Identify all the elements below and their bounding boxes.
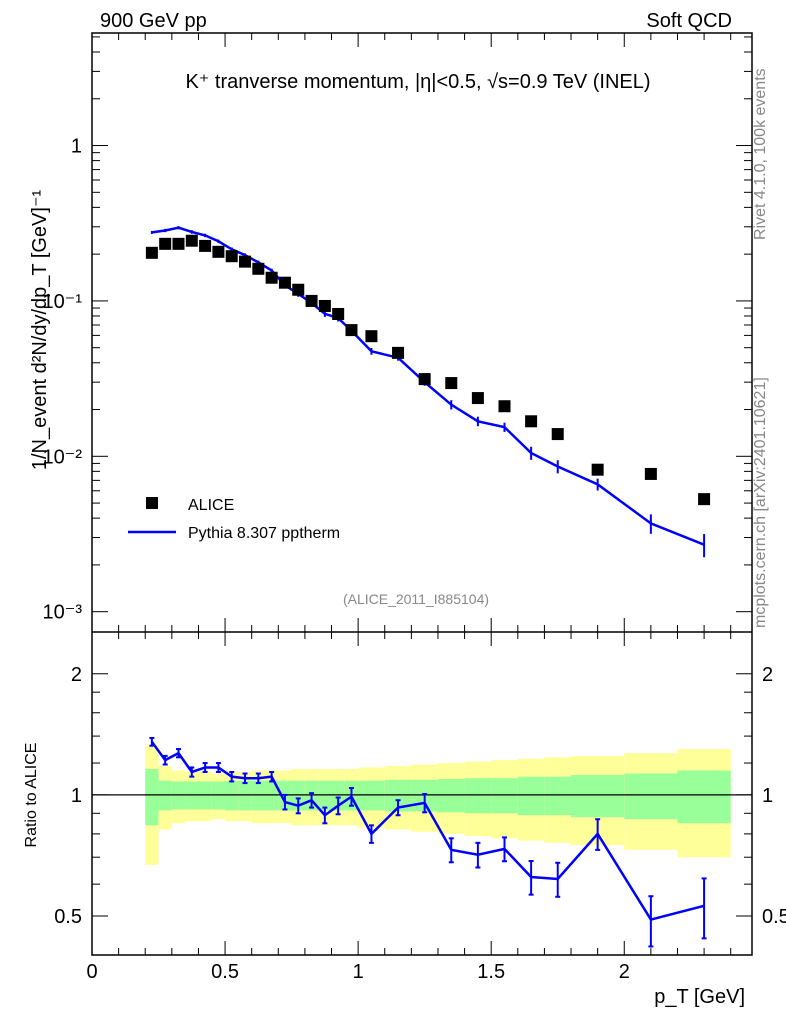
mcplots-label: mcplots.cern.ch [arXiv:2401.10621]: [752, 377, 769, 628]
ratio-y-tick-label: 0.5: [54, 906, 82, 928]
alice-point: [445, 377, 458, 390]
y-tick-label: 1: [71, 136, 82, 158]
x-tick-label: 2: [619, 961, 630, 983]
alice-point: [278, 276, 291, 289]
pythia-line: [151, 226, 705, 546]
x-tick-label: 1.5: [477, 961, 505, 983]
ratio-uncertainty-bands: [145, 745, 731, 865]
alice-point: [644, 467, 657, 480]
alice-point: [199, 239, 212, 252]
ratio-y-tick-label-right: 1: [762, 785, 773, 807]
y-axis-label: 1/N_event d²N/dy/dp_T [GeV]⁻¹: [29, 190, 51, 471]
alice-point: [591, 463, 604, 476]
x-axis-label: p_T [GeV]: [654, 986, 745, 1008]
ratio-y-tick-label: 1: [71, 785, 82, 807]
legend-pythia-label: Pythia 8.307 pptherm: [188, 525, 340, 542]
stat-uncertainty-band: [624, 773, 678, 820]
alice-point: [551, 428, 564, 441]
alice-point: [318, 299, 331, 312]
alice-point: [185, 234, 198, 247]
ratio-y-tick-label: 2: [71, 664, 82, 686]
stat-uncertainty-band: [238, 780, 252, 811]
alice-point: [225, 250, 238, 263]
alice-point: [212, 245, 225, 258]
stat-uncertainty-band: [358, 780, 385, 811]
alice-point: [172, 237, 185, 250]
alice-point: [332, 307, 345, 320]
x-tick-label: 1: [353, 961, 364, 983]
stat-uncertainty-band: [491, 778, 518, 814]
alice-point: [698, 493, 711, 506]
rivet-label: Rivet 4.1.0, 100k events: [752, 68, 769, 240]
alice-point: [265, 271, 278, 284]
alice-point: [292, 283, 305, 296]
analysis-id: (ALICE_2011_I885104): [343, 591, 489, 607]
stat-uncertainty-band: [225, 780, 239, 811]
alice-point: [345, 324, 358, 337]
legend: ALICE Pythia 8.307 pptherm: [128, 497, 340, 542]
header-right: Soft QCD: [646, 10, 732, 32]
stat-uncertainty-band: [318, 780, 332, 811]
stat-uncertainty-band: [251, 780, 265, 811]
alice-point: [498, 400, 511, 413]
alice-point: [239, 255, 252, 268]
stat-uncertainty-band: [264, 780, 279, 811]
stat-uncertainty-band: [571, 775, 625, 818]
ratio-y-tick-label-right: 2: [762, 664, 773, 686]
alice-point: [145, 246, 158, 259]
legend-alice-marker: [146, 497, 158, 509]
alice-point: [365, 330, 378, 343]
alice-point: [418, 373, 431, 386]
data-marks: [145, 226, 711, 948]
alice-point: [392, 346, 405, 359]
stat-uncertainty-band: [464, 778, 492, 814]
stat-uncertainty-band: [145, 768, 159, 826]
alice-point: [525, 415, 538, 428]
alice-point: [159, 237, 172, 250]
stat-uncertainty-band: [544, 776, 572, 816]
y-tick-label: 10⁻¹: [43, 291, 83, 313]
alice-point: [471, 392, 484, 405]
stat-uncertainty-band: [437, 779, 465, 813]
y-tick-label: 10⁻²: [43, 446, 83, 468]
plot-title: K⁺ tranverse momentum, |η|<0.5, √s=0.9 T…: [185, 71, 650, 93]
axes: 0 0.5 1 1.5 2 10⁻³ 10⁻² 10⁻¹ 1 0.5 0.5 1 1 2 2: [43, 32, 786, 983]
alice-point: [252, 262, 265, 275]
stat-uncertainty-band: [291, 780, 305, 811]
plot-frame: [91, 32, 753, 956]
x-tick-label: 0.5: [211, 961, 239, 983]
ratio-y-label: Ratio to ALICE: [23, 743, 40, 848]
stat-uncertainty-band: [677, 770, 731, 824]
ratio-y-tick-label-right: 0.5: [762, 906, 786, 928]
stat-uncertainty-band: [158, 780, 172, 811]
y-tick-label: 10⁻³: [43, 602, 83, 624]
x-tick-label: 0: [86, 961, 97, 983]
header-left: 900 GeV pp: [100, 10, 207, 32]
stat-uncertainty-band: [517, 776, 545, 816]
alice-point: [305, 294, 318, 307]
legend-alice-label: ALICE: [188, 497, 234, 514]
